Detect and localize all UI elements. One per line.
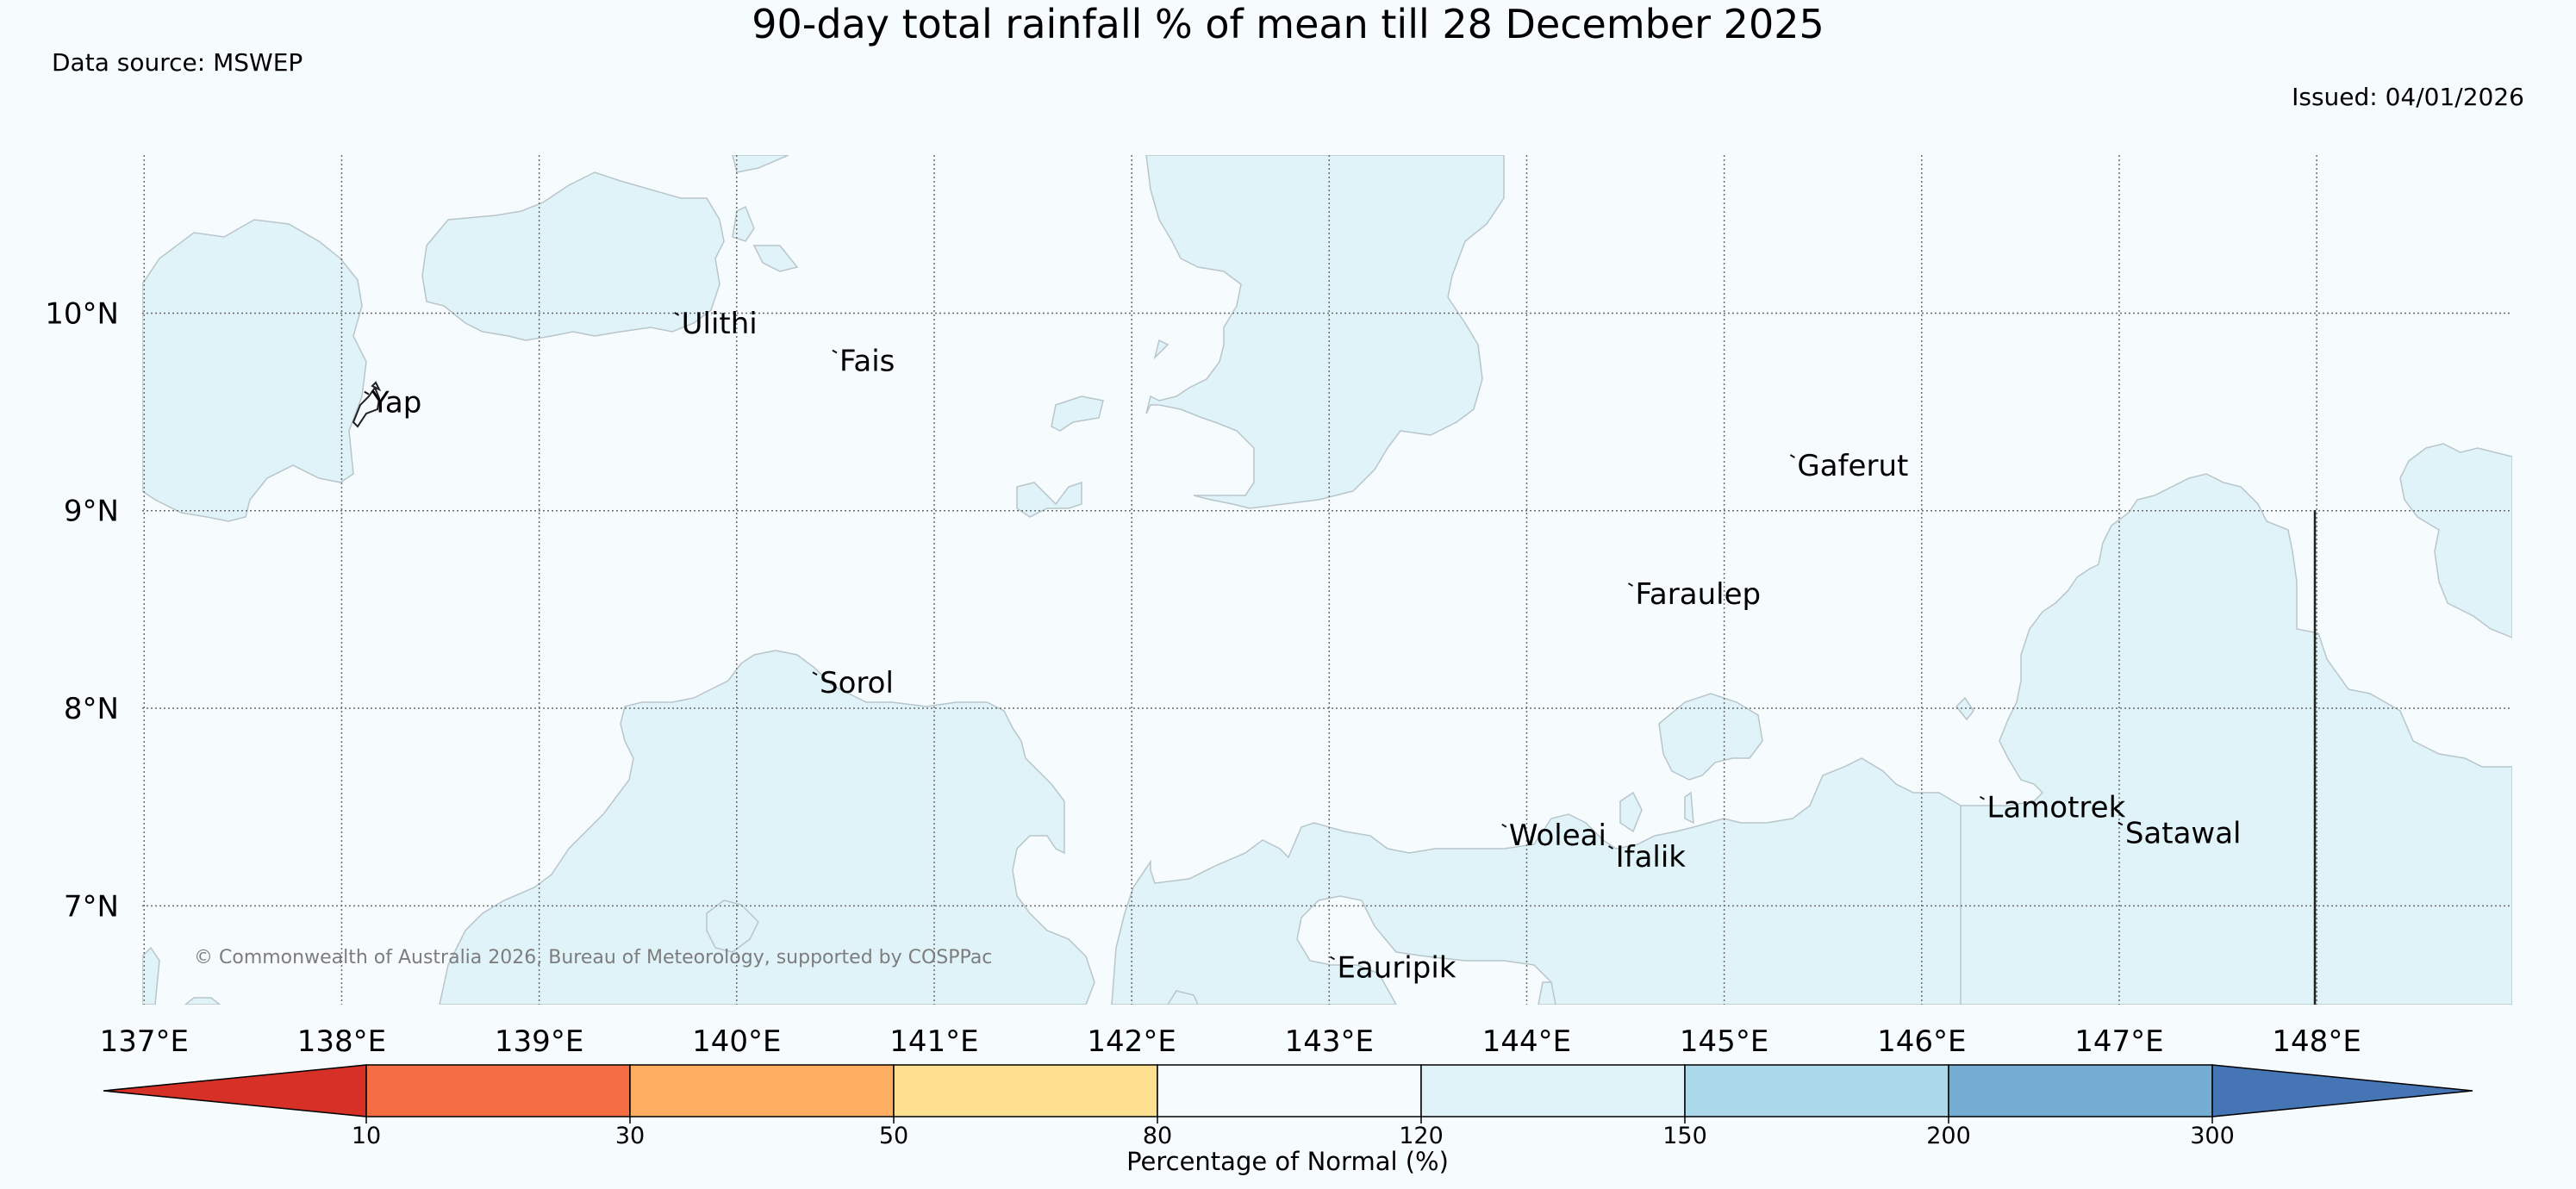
colorbar-segment <box>1157 1064 1422 1117</box>
colorbar-title: Percentage of Normal (%) <box>1126 1147 1449 1176</box>
wet-region-ulithi-islet-1 <box>732 205 755 242</box>
wet-region-south-islet-1 <box>1619 791 1643 833</box>
wet-region-ulithi-islet-2 <box>752 245 799 272</box>
colorbar: 10 30 50 80 120 150 200 300 <box>103 1064 2473 1149</box>
wet-region-top-strip <box>732 155 789 173</box>
colorbar-tick-label: 80 <box>1143 1123 1172 1149</box>
place-label-eauripik: Eauripik <box>1337 950 1456 985</box>
lat-tick-label: 8°N <box>64 692 119 726</box>
lon-tick-label: 144°E <box>1482 1024 1571 1059</box>
lat-tick-label: 7°N <box>64 889 119 924</box>
place-label-ulithi: Ulithi <box>682 307 758 341</box>
lon-tick-label: 139°E <box>495 1024 583 1059</box>
lon-tick-label: 137°E <box>100 1024 189 1059</box>
colorbar-segment <box>1948 1064 2213 1117</box>
place-label-satawal: Satawal <box>2125 817 2242 851</box>
lon-tick-label: 140°E <box>692 1024 781 1059</box>
wet-region-small-3 <box>1016 481 1082 518</box>
wet-region-sw-strip <box>184 997 221 1005</box>
colorbar-tick-label: 50 <box>879 1123 908 1149</box>
colorbar-tick-label: 300 <box>2190 1123 2235 1149</box>
island-marker <box>832 349 838 354</box>
island-marker <box>1627 582 1634 587</box>
lon-tick-label: 146°E <box>1877 1024 1966 1059</box>
colorbar-tick-label: 150 <box>1662 1123 1707 1149</box>
island-marker <box>2118 821 2124 826</box>
wet-region-sorol <box>439 650 1095 1005</box>
colorbar-tick-label: 10 <box>352 1123 381 1149</box>
wet-region-south-islet-4 <box>1537 981 1556 1005</box>
place-label-lamotrek: Lamotrek <box>1987 791 2125 825</box>
colorbar-tick-label: 120 <box>1399 1123 1444 1149</box>
place-label-sorol: Sorol <box>820 666 894 700</box>
colorbar-segment <box>1684 1064 1949 1117</box>
issued-date: Issued: 04/01/2026 <box>2292 83 2524 111</box>
island-marker <box>364 390 370 395</box>
island-marker <box>1789 454 1795 458</box>
colorbar-tick-label: 200 <box>1926 1123 1971 1149</box>
lon-tick-label: 142°E <box>1087 1024 1176 1059</box>
colorbar-segment <box>365 1064 631 1117</box>
place-label-yap: Yap <box>371 386 422 420</box>
lon-tick-label: 138°E <box>297 1024 386 1059</box>
lat-tick-label: 10°N <box>45 296 119 331</box>
colorbar-tick-label: 30 <box>615 1123 645 1149</box>
place-label-ifalik: Ifalik <box>1616 840 1687 875</box>
copyright-notice: © Commonwealth of Australia 2026, Bureau… <box>194 947 992 968</box>
place-label-woleai: Woleai <box>1509 819 1606 853</box>
wet-region-small-1 <box>1153 339 1169 360</box>
wet-region-small-2 <box>1051 395 1104 432</box>
place-label-fais: Fais <box>839 344 895 378</box>
island-marker <box>1979 795 1985 800</box>
lat-tick-label: 9°N <box>64 495 119 529</box>
colorbar-segment <box>893 1064 1158 1117</box>
rainfall-regions <box>142 155 2512 1005</box>
island-marker <box>674 312 680 316</box>
lon-tick-label: 141°E <box>889 1024 978 1059</box>
latitude-labels: 10°N 9°N 8°N 7°N <box>45 296 119 924</box>
wet-region-central-north <box>1145 155 1505 509</box>
data-source: Data source: MSWEP <box>52 48 303 77</box>
island-marker <box>812 671 818 676</box>
lon-tick-label: 143°E <box>1285 1024 1374 1059</box>
wet-region-south-islet-2 <box>1684 791 1694 825</box>
lon-tick-label: 147°E <box>2074 1024 2163 1059</box>
graticule <box>142 155 2512 1005</box>
place-labels: Yap Ulithi Fais Sorol Gaferut Faraulep Woleai I… <box>364 307 2242 985</box>
colorbar-extend-low <box>103 1064 367 1117</box>
wet-region-ulithi <box>421 171 725 341</box>
colorbar-extend-high <box>2211 1064 2473 1117</box>
island-marker <box>1329 956 1335 961</box>
island-marker <box>1501 823 1507 828</box>
lon-tick-label: 148°E <box>2272 1024 2361 1059</box>
wet-region-west <box>142 219 367 522</box>
wet-region-south-islet-3 <box>1167 990 1199 1005</box>
island-marker <box>1608 845 1614 850</box>
map-title: 90-day total rainfall % of mean till 28 … <box>752 1 1824 47</box>
place-label-faraulep: Faraulep <box>1636 577 1762 612</box>
place-label-gaferut: Gaferut <box>1797 449 1908 483</box>
lon-tick-label: 145°E <box>1680 1024 1768 1059</box>
yap-island-outline <box>352 381 382 428</box>
colorbar-segment <box>1420 1064 1686 1117</box>
longitude-labels: 137°E 138°E 139°E 140°E 141°E 142°E 143°E 144°E… <box>100 1024 2361 1059</box>
colorbar-segment <box>629 1064 895 1117</box>
wet-region-faraulep-south <box>1658 693 1763 781</box>
wet-region-sw-edge <box>142 946 160 1005</box>
